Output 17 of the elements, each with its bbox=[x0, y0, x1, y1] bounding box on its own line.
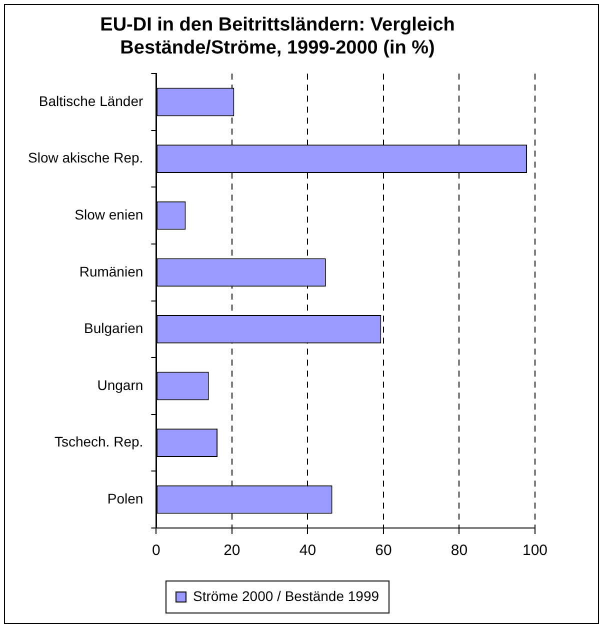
y-tick-label: Rumänien bbox=[79, 263, 144, 280]
y-tick-label: Bulgarien bbox=[84, 320, 144, 336]
x-tick-label: 40 bbox=[299, 542, 316, 560]
y-tick-label: Slow enien bbox=[74, 206, 144, 222]
x-tick-label: 60 bbox=[375, 542, 392, 560]
legend-label: Ströme 2000 / Bestände 1999 bbox=[192, 588, 380, 604]
y-tick-label: Slow akische Rep. bbox=[28, 150, 144, 166]
y-tick-label: Polen bbox=[107, 490, 144, 506]
text: EU-DI in den Beitrittsländern: Vergleich bbox=[100, 14, 455, 36]
y-tick-label: Tschech. Rep. bbox=[54, 434, 144, 450]
x-tick-label: 20 bbox=[224, 542, 240, 560]
y-tick-label: Ungarn bbox=[97, 376, 144, 393]
text: Bestände/Ströme, 1999-2000 (in %) bbox=[120, 37, 435, 58]
x-tick-label: 0 bbox=[152, 542, 160, 560]
y-tick-label: Baltische Länder bbox=[38, 92, 144, 109]
x-tick-label: 80 bbox=[450, 542, 468, 560]
x-tick-label: 100 bbox=[522, 542, 548, 560]
